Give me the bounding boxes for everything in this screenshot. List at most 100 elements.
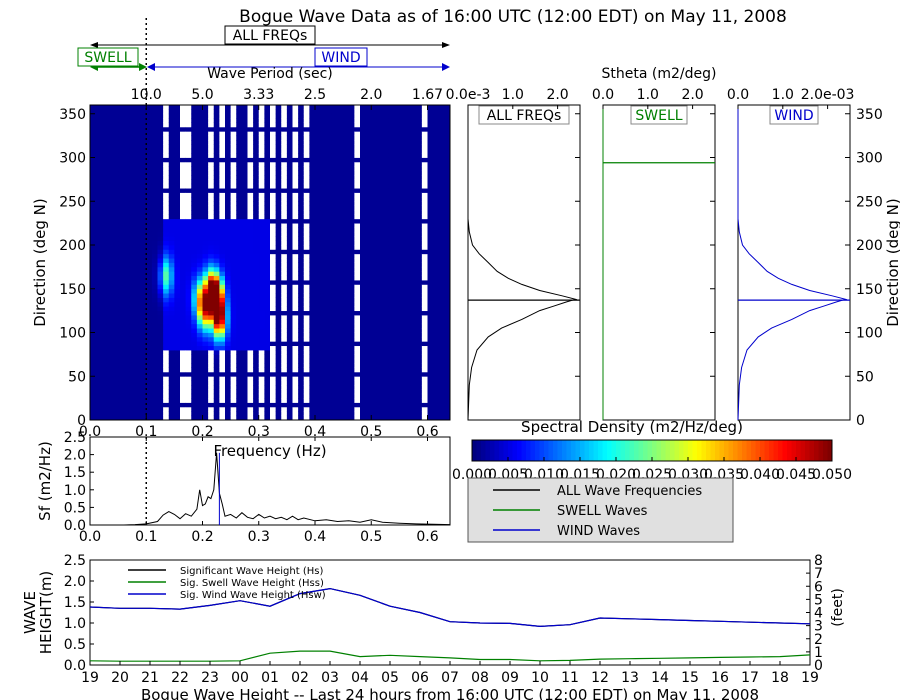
heatmap-cell — [112, 380, 119, 386]
heatmap-cell — [123, 389, 130, 395]
heatmap-cell — [163, 398, 170, 403]
heatmap-cell — [382, 380, 389, 386]
heatmap-cell — [168, 105, 175, 110]
heatmap-cell — [185, 245, 192, 250]
heatmap-cell — [180, 231, 187, 237]
heatmap-cell — [326, 109, 333, 115]
heatmap-cell — [348, 315, 355, 320]
heatmap-cell — [298, 196, 305, 202]
heatmap-cell — [95, 131, 102, 137]
heatmap-cell — [163, 393, 170, 399]
heatmap-cell — [151, 266, 158, 272]
heatmap-cell — [365, 223, 372, 228]
heatmap-cell — [444, 166, 451, 172]
heatmap-cell — [292, 196, 299, 202]
heatmap-cell — [90, 350, 97, 355]
heatmap-cell — [343, 245, 350, 250]
heatmap-cell — [382, 363, 389, 368]
heatmap-cell — [213, 271, 220, 277]
heatmap-cell — [236, 367, 243, 373]
heatmap-cell — [281, 393, 288, 399]
heatmap-cell — [106, 218, 113, 224]
heatmap-cell — [146, 284, 153, 290]
heatmap-cell — [208, 183, 215, 189]
spectral-density-colorbar: Spectral Density (m2/Hz/deg)0.0000.0050.… — [452, 418, 852, 483]
heatmap-cell — [331, 240, 338, 246]
heatmap-cell — [438, 336, 445, 342]
heatmap-cell — [331, 306, 338, 312]
heatmap-cell — [253, 280, 260, 285]
heatmap-cell — [264, 179, 271, 185]
heatmap-cell — [393, 144, 400, 150]
heatmap-cell — [382, 336, 389, 342]
heatmap-cell — [185, 293, 192, 298]
heatmap-cell — [354, 201, 361, 207]
heatmap-cell — [118, 406, 125, 412]
heatmap-cell — [331, 411, 338, 417]
heatmap-cell — [112, 336, 119, 342]
heatmap-cell — [427, 293, 434, 298]
heatmap-cell — [348, 166, 355, 172]
heatmap-cell — [410, 358, 417, 364]
heatmap-cell — [348, 406, 355, 412]
heatmap-cell — [270, 170, 277, 176]
heatmap-cell — [196, 227, 203, 233]
colorbar-segment — [746, 440, 752, 461]
heatmap-cell — [421, 284, 428, 290]
heatmap-cell — [320, 157, 327, 163]
heatmap-cell — [438, 380, 445, 386]
heatmap-cell — [230, 354, 237, 360]
heatmap-cell — [202, 328, 209, 333]
heatmap-cell — [90, 315, 97, 320]
heatmap-cell — [270, 105, 277, 110]
heatmap-cell — [298, 214, 305, 220]
heatmap-cell — [174, 406, 181, 412]
heatmap-cell — [258, 144, 265, 150]
heatmap-cell — [371, 126, 378, 132]
heatmap-cell — [286, 393, 293, 399]
heatmap-cell — [421, 332, 428, 338]
heatmap-cell — [258, 319, 265, 325]
heatmap-cell — [326, 166, 333, 172]
heatmap-cell — [219, 367, 226, 373]
heatmap-cell — [421, 323, 428, 329]
heatmap-cell — [399, 306, 406, 312]
heatmap-cell — [157, 105, 164, 110]
heatmap-cell — [427, 271, 434, 277]
heatmap-cell — [219, 126, 226, 132]
heatmap-cell — [225, 218, 232, 224]
heatmap-cell — [241, 253, 248, 259]
heatmap-cell — [292, 284, 299, 290]
heatmap-cell — [298, 161, 305, 167]
heatmap-cell — [433, 161, 440, 167]
heatmap-cell — [174, 196, 181, 202]
heatmap-cell — [331, 345, 338, 351]
heatmap-cell — [388, 227, 395, 233]
heatmap-cell — [270, 415, 277, 421]
heatmap-cell — [315, 166, 322, 172]
heatmap-cell — [365, 284, 372, 290]
heatmap-cell — [376, 275, 383, 281]
heatmap-cell — [258, 201, 265, 207]
heatmap-cell — [298, 389, 305, 395]
heatmap-cell — [270, 218, 277, 224]
heatmap-cell — [185, 385, 192, 390]
heatmap-cell — [112, 157, 119, 163]
heatmap-cell — [140, 192, 147, 198]
heatmap-cell — [298, 188, 305, 193]
heatmap-cell — [399, 262, 406, 268]
heatmap-cell — [90, 223, 97, 228]
heatmap-cell — [106, 258, 113, 263]
heatmap-cell — [354, 367, 361, 373]
heatmap-cell — [343, 188, 350, 193]
heatmap-cell — [320, 223, 327, 228]
heatmap-cell — [348, 240, 355, 246]
heatmap-cell — [123, 227, 130, 233]
colorbar-segment — [769, 440, 774, 461]
heatmap-cell — [112, 218, 119, 224]
heatmap-cell — [315, 153, 322, 158]
heatmap-cell — [399, 411, 406, 417]
heatmap-cell — [163, 301, 170, 307]
heatmap-cell — [438, 105, 445, 110]
heatmap-cell — [129, 253, 136, 259]
